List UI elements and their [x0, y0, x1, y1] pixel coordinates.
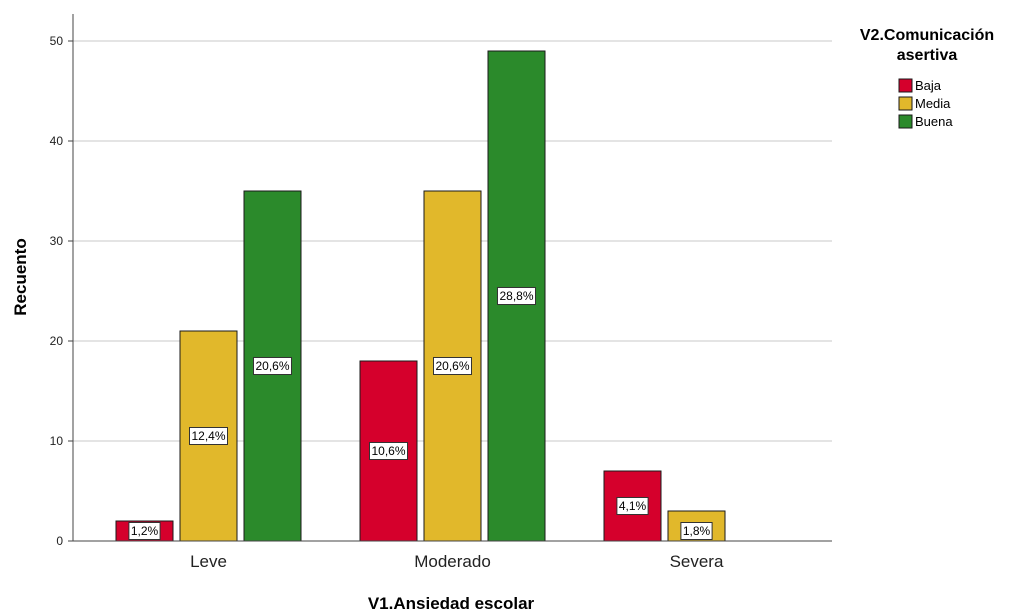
bar-label-box [680, 522, 713, 540]
y-tick-label-30: 30 [50, 234, 64, 248]
y-tick-label-0: 0 [56, 534, 63, 548]
bar-label-box [433, 357, 472, 375]
bar-label-severa-media: 1,8% [680, 522, 713, 540]
bar-label-text: 20,6% [255, 359, 289, 373]
legend-title-line-2: asertiva [897, 47, 958, 64]
bar-labels-group: 1,2% 12,4% 20,6% 10,6% 20,6% 28,8% 4,1% 1,8% [128, 287, 713, 540]
bars-group [115, 50, 726, 542]
y-tick-label-40: 40 [50, 134, 64, 148]
legend-item-baja: Baja [898, 78, 942, 93]
bar-label-box [128, 522, 161, 540]
bar-label-severa-baja: 4,1% [616, 497, 649, 515]
legend-label-buena: Buena [915, 114, 953, 129]
x-axis-title: V1.Ansiedad escolar [368, 594, 535, 612]
bar-label-box [253, 357, 292, 375]
y-axis-title: Recuento [11, 238, 30, 315]
legend-swatch-baja [898, 78, 913, 93]
bar-label-box [369, 442, 408, 460]
bar-label-text: 4,1% [619, 499, 647, 513]
bar-label-text: 10,6% [371, 444, 405, 458]
legend-item-buena: Buena [898, 114, 953, 129]
bar-label-box [189, 427, 228, 445]
bar-label-moderado-media: 20,6% [433, 357, 472, 375]
legend: V2.Comunicación asertiva Baja Media Buena [860, 27, 994, 129]
legend-swatch-media [898, 96, 913, 111]
bar-label-box [616, 497, 649, 515]
bar-label-leve-baja: 1,2% [128, 522, 161, 540]
bar-label-text: 28,8% [499, 289, 533, 303]
bar-label-moderado-baja: 10,6% [369, 442, 408, 460]
bar-label-moderado-buena: 28,8% [497, 287, 536, 305]
legend-title-line-1: V2.Comunicación [860, 27, 994, 44]
x-tick-label-leve: Leve [190, 552, 227, 571]
legend-label-baja: Baja [915, 78, 942, 93]
x-tick-label-moderado: Moderado [414, 552, 491, 571]
legend-label-media: Media [915, 96, 951, 111]
legend-swatch-buena [898, 114, 913, 129]
bar-label-text: 1,8% [683, 524, 711, 538]
bar-label-text: 12,4% [191, 429, 225, 443]
bar-label-leve-media: 12,4% [189, 427, 228, 445]
bar-label-leve-buena: 20,6% [253, 357, 292, 375]
x-tick-label-severa: Severa [670, 552, 724, 571]
y-tick-label-50: 50 [50, 34, 64, 48]
bar-label-text: 1,2% [131, 524, 159, 538]
bar-label-box [497, 287, 536, 305]
y-tick-label-10: 10 [50, 434, 64, 448]
legend-item-media: Media [898, 96, 951, 111]
bar-label-text: 20,6% [435, 359, 469, 373]
x-ticks-group: Leve Moderado Severa [190, 552, 724, 571]
legend-items: Baja Media Buena [898, 78, 953, 129]
y-ticks-group: 0 10 20 30 40 50 [50, 34, 73, 548]
y-tick-label-20: 20 [50, 334, 64, 348]
axes-group [72, 14, 832, 542]
